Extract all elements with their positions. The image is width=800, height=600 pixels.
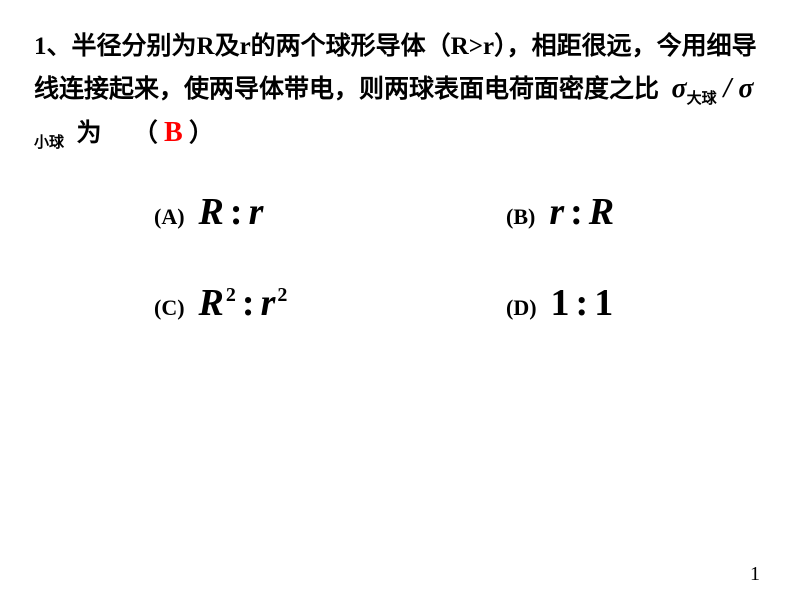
option-A-lhs: R [199,191,224,233]
colon-icon: : [236,282,261,324]
option-B-rhs: R [589,191,614,233]
correct-answer: B [164,117,183,148]
option-A: (A) R:r [154,183,404,242]
option-B: (B) r:R [506,183,766,242]
question-number: 1、 [34,33,72,60]
options-row-1: (A) R:r (B) r:R [154,183,766,242]
colon-icon: : [564,191,589,233]
option-A-expr: R:r [199,183,264,242]
sigma-small-sub: 小球 [34,135,64,151]
option-C-lhs: R [199,282,224,324]
sigma-big-sub: 大球 [687,91,717,107]
question-text: 1、半径分别为R及r的两个球形导体（R>r），相距很远，今用细导线连接起来，使两… [34,33,757,147]
colon-icon: : [224,191,249,233]
option-C-rhs: r [261,282,276,324]
option-D-label: (D) [506,291,537,325]
option-B-expr: r:R [549,183,614,242]
page-number: 1 [750,563,760,586]
option-C-expr: R2:r2 [199,274,288,333]
question-body-1: 半径分别为R及r的两个球形导体（R>r），相距很远，今用细导线连接起来，使两导体… [34,33,757,103]
option-A-label: (A) [154,200,185,234]
question-body-2: 为 [77,120,102,147]
options-row-2: (C) R2:r2 (D) 1:1 [154,274,766,333]
option-C-label: (C) [154,291,185,325]
colon-icon: : [570,282,595,324]
option-B-lhs: r [549,191,564,233]
option-D-expr: 1:1 [551,274,614,333]
option-C: (C) R2:r2 [154,274,404,333]
option-C-lhs-pow: 2 [224,284,236,306]
option-A-rhs: r [249,191,264,233]
options-block: (A) R:r (B) r:R (C) R2:r2 (D) [154,183,766,333]
option-C-rhs-pow: 2 [275,284,287,306]
option-D-rhs: 1 [594,282,613,324]
option-D-lhs: 1 [551,282,570,324]
option-D: (D) 1:1 [506,274,766,333]
question-block: 1、半径分别为R及r的两个球形导体（R>r），相距很远，今用细导线连接起来，使两… [0,0,800,333]
option-B-label: (B) [506,200,535,234]
